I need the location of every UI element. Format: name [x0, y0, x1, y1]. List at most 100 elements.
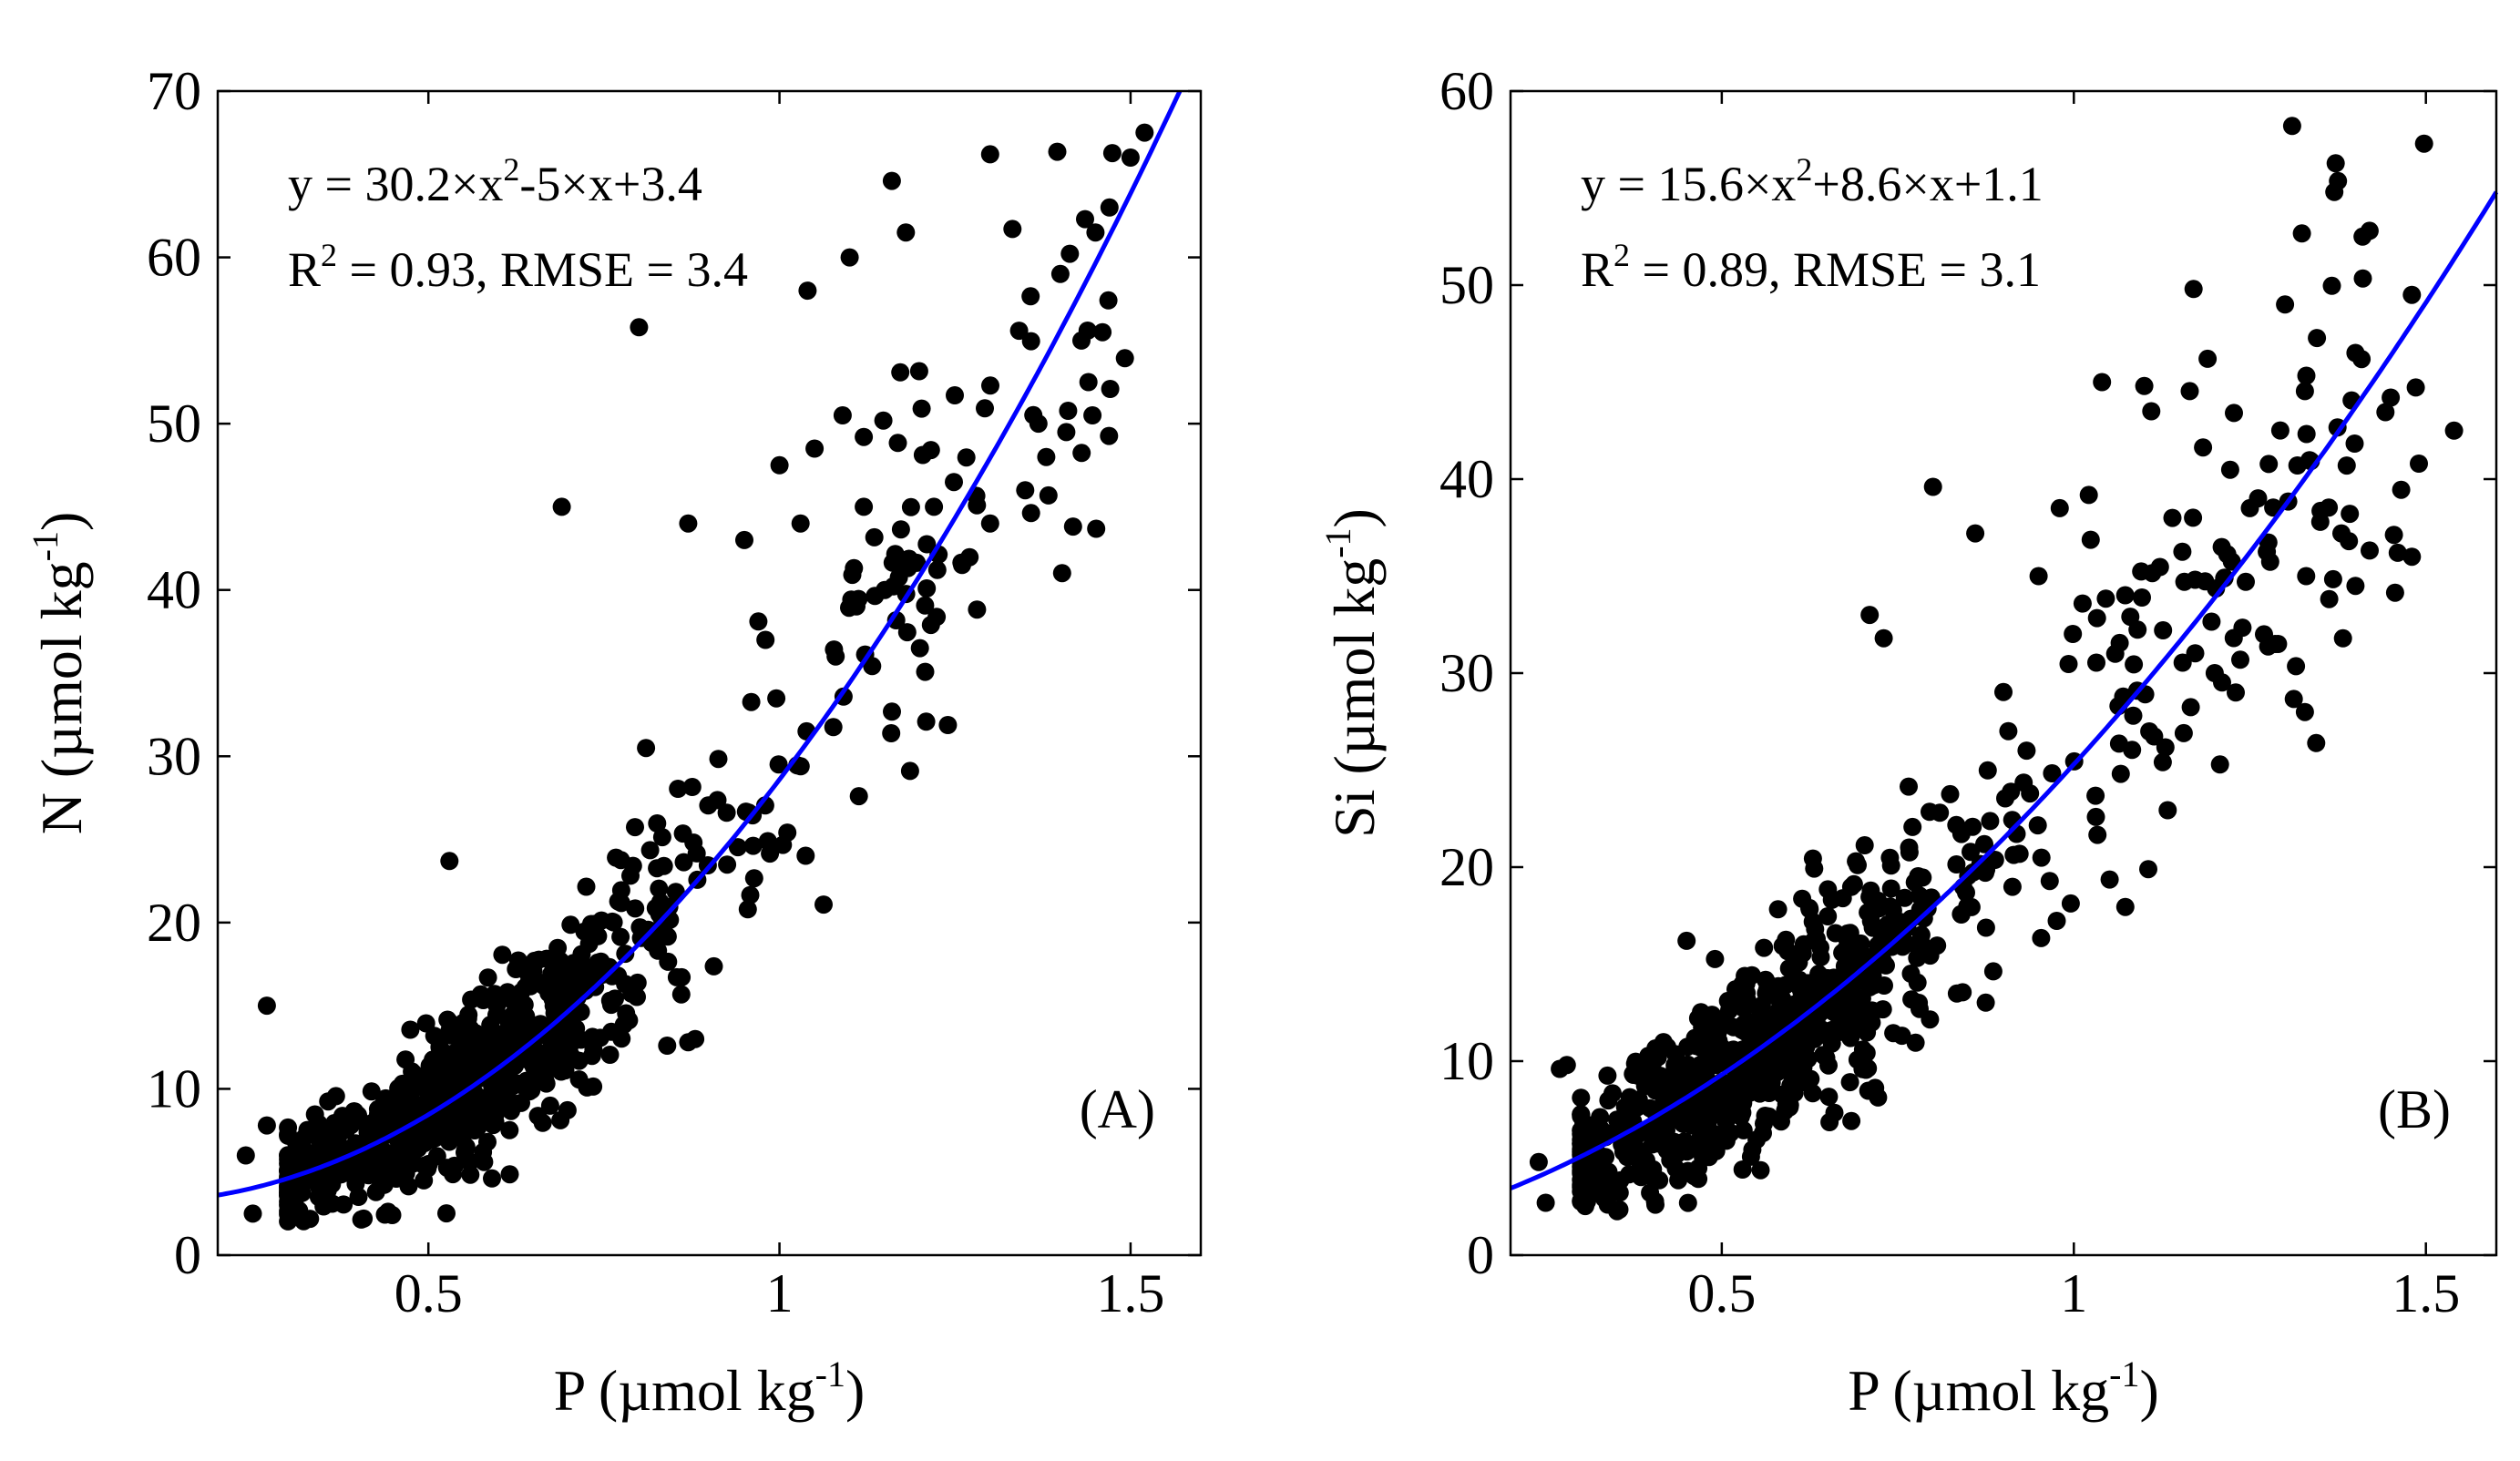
data-point-a	[416, 1014, 435, 1033]
data-point-a	[1100, 426, 1119, 445]
data-point-b	[2003, 877, 2022, 896]
data-point-b	[2150, 557, 2169, 577]
data-point-b	[2346, 577, 2365, 596]
data-point-b	[2086, 807, 2105, 826]
data-point-b	[1529, 1152, 1548, 1171]
data-point-a	[1087, 519, 1106, 538]
panel-a: 0.5 1 1.5 0 10 20 30 40 50 60 70 P (µmol kg-1) N …	[25, 61, 1203, 1423]
data-point-a	[1039, 485, 1058, 505]
data-point-a	[855, 427, 874, 446]
data-point-a	[1093, 322, 1112, 342]
fit-equation-b: y = 15.6×x2+8.6×x+1.1	[1581, 151, 2044, 211]
data-point-a	[671, 985, 691, 1004]
data-point-a	[946, 386, 964, 404]
data-point-a	[584, 1077, 603, 1096]
data-point-b	[2194, 438, 2213, 457]
y-tick-label-b: 20	[1439, 837, 1494, 897]
data-point-b	[2392, 480, 2411, 499]
data-point-b	[1900, 777, 1918, 796]
data-point-a	[1079, 373, 1098, 392]
data-point-a	[718, 855, 737, 874]
data-point-b	[1800, 898, 1818, 917]
data-point-b	[1651, 1077, 1670, 1096]
ticks-a	[218, 89, 1201, 1257]
y-tick-label-a: 20	[147, 893, 201, 953]
data-point-b	[2307, 733, 2326, 752]
data-point-a	[953, 556, 971, 575]
data-point-b	[2139, 860, 2157, 879]
data-point-b	[2064, 625, 2083, 643]
data-point-a	[679, 514, 698, 533]
data-point-b	[1822, 1034, 1841, 1053]
data-point-b	[2270, 421, 2290, 440]
data-point-a	[917, 712, 936, 731]
data-point-a	[500, 1120, 519, 1139]
data-point-a	[648, 859, 667, 878]
data-point-a	[419, 1154, 438, 1173]
fit-stats-b: R2 = 0.89, RMSE = 3.1	[1581, 237, 2041, 297]
data-point-a	[717, 803, 736, 822]
data-point-b	[2135, 376, 2154, 395]
data-point-a	[882, 724, 901, 742]
data-point-b	[2032, 928, 2051, 947]
y-tick-label-b: 10	[1439, 1031, 1494, 1091]
data-point-a	[805, 439, 825, 458]
data-point-a	[380, 1157, 399, 1176]
data-point-b	[1666, 1068, 1685, 1088]
fit-equation-a: y = 30.2×x2-5×x+3.4	[288, 151, 702, 211]
data-point-b	[2145, 727, 2164, 746]
data-point-a	[437, 1044, 456, 1063]
data-point-b	[2186, 570, 2205, 589]
data-point-b	[1893, 937, 1912, 956]
data-point-a	[374, 1118, 393, 1137]
data-point-b	[1881, 879, 1900, 898]
data-point-b	[1692, 1003, 1710, 1022]
data-point-a	[874, 411, 893, 430]
data-point-b	[2322, 276, 2341, 295]
data-point-a	[616, 945, 635, 964]
data-point-a	[1050, 264, 1070, 283]
data-point-b	[2158, 801, 2177, 820]
data-point-b	[1869, 1088, 1888, 1107]
data-point-a	[533, 1113, 552, 1132]
data-point-a	[455, 1118, 474, 1137]
data-point-a	[1009, 322, 1029, 341]
data-point-b	[2288, 456, 2307, 475]
data-point-b	[1895, 888, 1914, 907]
data-point-a	[741, 885, 760, 904]
data-point-b	[1825, 1103, 1844, 1122]
data-point-a	[547, 993, 566, 1012]
data-point-b	[2088, 825, 2107, 844]
data-point-b	[1642, 1164, 1661, 1183]
data-point-b	[1819, 1088, 1839, 1107]
data-point-a	[523, 1077, 542, 1096]
data-point-a	[507, 960, 526, 978]
data-point-a	[517, 1006, 536, 1026]
data-point-b	[2087, 653, 2105, 672]
data-point-a	[945, 473, 963, 492]
data-point-a	[735, 530, 753, 549]
data-point-b	[2123, 741, 2142, 760]
data-point-b	[1620, 1165, 1639, 1184]
data-point-a	[648, 814, 667, 833]
data-point-b	[2181, 698, 2200, 717]
data-point-a	[743, 836, 763, 855]
data-point-b	[1817, 1048, 1836, 1068]
data-point-b	[2333, 628, 2352, 648]
data-point-a	[1135, 123, 1154, 142]
data-point-a	[749, 612, 768, 631]
data-point-a	[353, 1162, 373, 1180]
data-point-b	[1923, 477, 1942, 496]
data-point-b	[1999, 721, 2018, 741]
data-point-a	[913, 445, 932, 465]
data-point-b	[1910, 999, 1929, 1018]
data-point-b	[1536, 1193, 1555, 1212]
data-point-b	[2297, 424, 2316, 444]
data-point-b	[1624, 1066, 1643, 1084]
data-point-b	[2325, 182, 2344, 201]
data-point-a	[311, 1120, 330, 1139]
x-tick-label-b: 1.5	[2392, 1263, 2460, 1323]
data-point-a	[609, 892, 628, 911]
data-point-b	[1755, 938, 1774, 957]
